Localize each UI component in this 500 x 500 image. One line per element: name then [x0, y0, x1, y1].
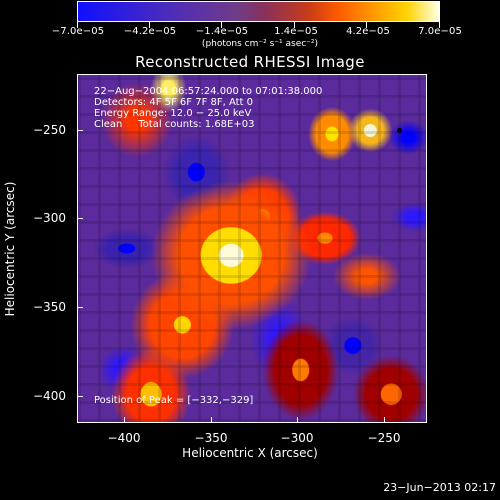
- x-axis-tick-4: [384, 417, 385, 423]
- colorbar-tick-3: [221, 22, 222, 28]
- energy-range-text: Energy Range: 12.0 − 25.0 keV: [94, 108, 252, 119]
- colorbar-label-3: −1.4e−05: [195, 26, 249, 37]
- colorbar-label-5: 4.2e−05: [346, 26, 390, 37]
- colorbar-unit-label: (photons cm⁻² s⁻¹ asec⁻²): [201, 39, 319, 49]
- colorbar: [77, 1, 440, 22]
- y-axis-tick-3: [77, 307, 83, 308]
- page-title: Reconstructed RHESSI Image: [135, 53, 365, 71]
- colorbar-tick-5: [366, 22, 367, 28]
- y-axis-label-4: −400: [33, 389, 66, 403]
- x-axis-tick-3: [297, 417, 298, 423]
- x-axis-label-3: −300: [280, 431, 314, 445]
- colorbar-label-4: 1.4e−05: [274, 26, 318, 37]
- x-axis-label-2: −350: [194, 431, 228, 445]
- x-axis-title: Heliocentric X (arcsec): [182, 446, 318, 460]
- detectors-text: Detectors: 4F 5F 6F 7F 8F, Att 0: [94, 97, 254, 108]
- colorbar-label-1: −7.0e−05: [51, 26, 105, 37]
- y-axis-tick-4: [77, 396, 83, 397]
- x-axis-tick-1: [124, 417, 125, 423]
- y-axis-label-1: −250: [33, 123, 66, 137]
- y-axis-tick-1: [77, 130, 83, 131]
- observation-time-text: 22−Aug−2004 06:57:24.000 to 07:01:38.000: [94, 86, 323, 97]
- peak-position-text: Position of Peak = [−332,−329]: [94, 395, 254, 406]
- footer-timestamp: 23−Jun−2013 02:17: [383, 481, 496, 494]
- colorbar-label-6: 7.0e−05: [418, 26, 462, 37]
- colorbar-label-2: −4.2e−05: [123, 26, 177, 37]
- x-axis-label-4: −250: [367, 431, 401, 445]
- y-axis-title: Heliocentric Y (arcsec): [3, 181, 17, 317]
- y-axis-tick-2: [77, 218, 83, 219]
- colorbar-tick-2: [149, 22, 150, 28]
- x-axis-tick-2: [211, 417, 212, 423]
- colorbar-tick-6: [439, 22, 440, 28]
- colorbar-tick-1: [77, 22, 78, 28]
- peak-marker: [397, 128, 402, 133]
- x-axis-label-1: −400: [107, 431, 141, 445]
- colorbar-tick-4: [294, 22, 295, 28]
- y-axis-label-2: −300: [33, 211, 66, 225]
- y-axis-label-3: −350: [33, 300, 66, 314]
- clean-counts-text: Clean Total counts: 1.68E+03: [94, 119, 255, 130]
- image-panel: 22−Aug−2004 06:57:24.000 to 07:01:38.000…: [77, 74, 427, 423]
